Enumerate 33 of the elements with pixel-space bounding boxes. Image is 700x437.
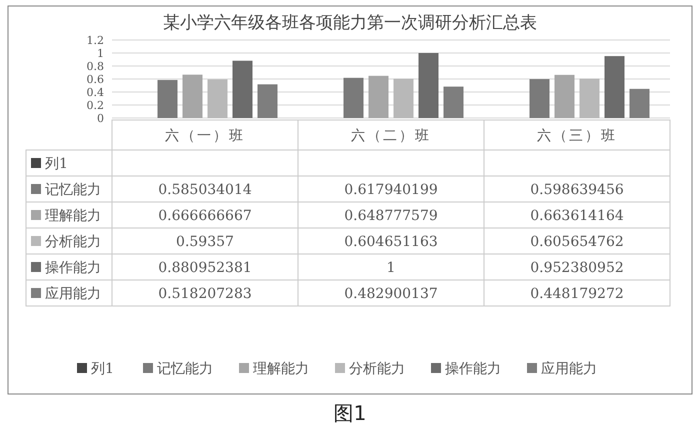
data-label: 0.598639456 <box>530 182 624 198</box>
x-tick-label: 六（一）班 <box>165 128 245 144</box>
legend: 列1 记忆能力 理解能力 分析能力 操作能力 应用能力 <box>77 361 597 377</box>
data-label: 1 <box>386 260 396 276</box>
y-tick-label: 0.6 <box>86 73 104 86</box>
data-label: 0.585034014 <box>158 182 252 198</box>
x-tick-label: 六（二）班 <box>351 128 431 144</box>
data-label: 0.605654762 <box>530 234 624 250</box>
legend-label: 列1 <box>45 156 68 172</box>
title: 某小学六年级各班各项能力第一次调研分析汇总表 <box>163 13 537 33</box>
data-label: 0.880952381 <box>158 260 252 276</box>
data-label: 0.648777579 <box>344 208 438 224</box>
y-tick-label: 0.4 <box>86 86 104 99</box>
y-tick-label: 1 <box>97 47 104 60</box>
legend-label: 理解能力 <box>45 208 101 224</box>
legend-label: 记忆能力 <box>45 182 101 198</box>
data-label: 0.448179272 <box>530 286 624 302</box>
x-tick-label: 六（三）班 <box>537 128 617 144</box>
data-label: 0.518207283 <box>158 286 252 302</box>
y-tick-label: 0.8 <box>86 60 104 73</box>
data-label: 0.952380952 <box>530 260 624 276</box>
data-label: 0.663614164 <box>530 208 624 224</box>
data-label: 0.617940199 <box>344 182 438 198</box>
caption: 图1 <box>334 401 366 425</box>
y-tick-label: 0.2 <box>86 99 104 112</box>
data-label: 0.604651163 <box>344 234 438 250</box>
y-tick-label: 1.2 <box>86 34 104 47</box>
legend-label: 应用能力 <box>45 286 101 302</box>
data-label: 0.59357 <box>176 234 234 250</box>
legend-label: 操作能力 <box>45 260 101 276</box>
data-label: 0.666666667 <box>158 208 252 224</box>
legend-label: 分析能力 <box>45 234 101 250</box>
data-label: 0.482900137 <box>344 286 438 302</box>
